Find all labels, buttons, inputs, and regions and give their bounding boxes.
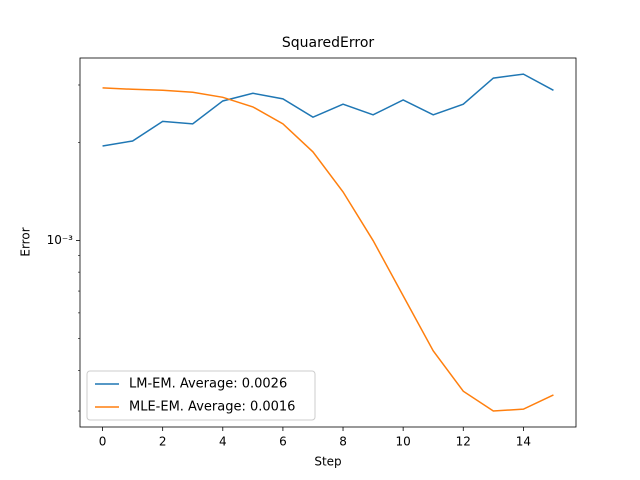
y-tick-label: 10⁻³ — [47, 233, 74, 247]
chart-title: SquaredError — [282, 35, 375, 51]
series-line — [102, 87, 554, 412]
x-tick-label: 2 — [159, 435, 167, 449]
x-tick-label: 10 — [396, 435, 411, 449]
plot-frame — [79, 57, 577, 428]
x-tick-label: 14 — [516, 435, 531, 449]
y-axis-label: Error — [19, 227, 33, 256]
legend-label: LM-EM. Average: 0.0026 — [129, 377, 287, 392]
x-tick-label: 6 — [279, 435, 287, 449]
legend-box — [86, 370, 316, 421]
x-axis-label: Step — [314, 455, 341, 469]
series-line — [102, 73, 554, 147]
x-tick-label: 12 — [456, 435, 471, 449]
x-tick-label: 4 — [219, 435, 227, 449]
legend-label: MLE-EM. Average: 0.0016 — [129, 400, 295, 415]
x-tick-label: 0 — [99, 435, 107, 449]
x-tick-label: 8 — [339, 435, 347, 449]
